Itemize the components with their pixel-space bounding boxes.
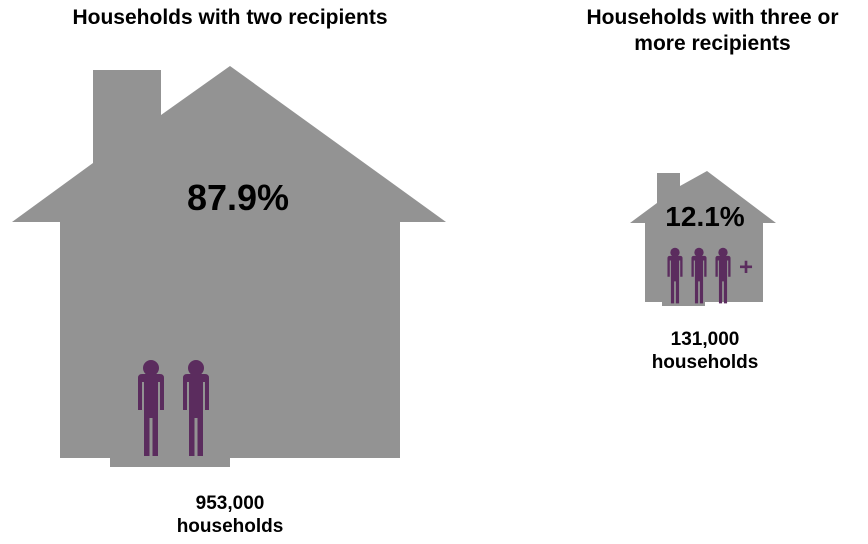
- three-plus-recipients-title: Households with three or more recipients: [555, 5, 868, 57]
- two-recipients-count-block: 953,000 households: [130, 492, 330, 538]
- plus-icon: +: [738, 254, 753, 281]
- three-plus-recipients-count: 131,000: [670, 329, 740, 350]
- three-plus-recipients-percent: 12.1%: [665, 201, 745, 232]
- house-large-icon: [12, 66, 446, 467]
- two-recipients-title: Households with two recipients: [72, 6, 388, 29]
- three-plus-recipients-count-block: 131,000 households: [605, 328, 805, 374]
- house-small-icon: [630, 171, 776, 306]
- three-plus-recipients-unit: households: [651, 352, 759, 373]
- three-plus-title-line1: Households with three or: [586, 6, 839, 29]
- two-recipients-percent: 87.9%: [186, 177, 290, 218]
- two-recipients-count: 953,000: [195, 493, 265, 514]
- two-recipients-unit: households: [176, 516, 284, 537]
- three-plus-title-line2: more recipients: [634, 32, 791, 55]
